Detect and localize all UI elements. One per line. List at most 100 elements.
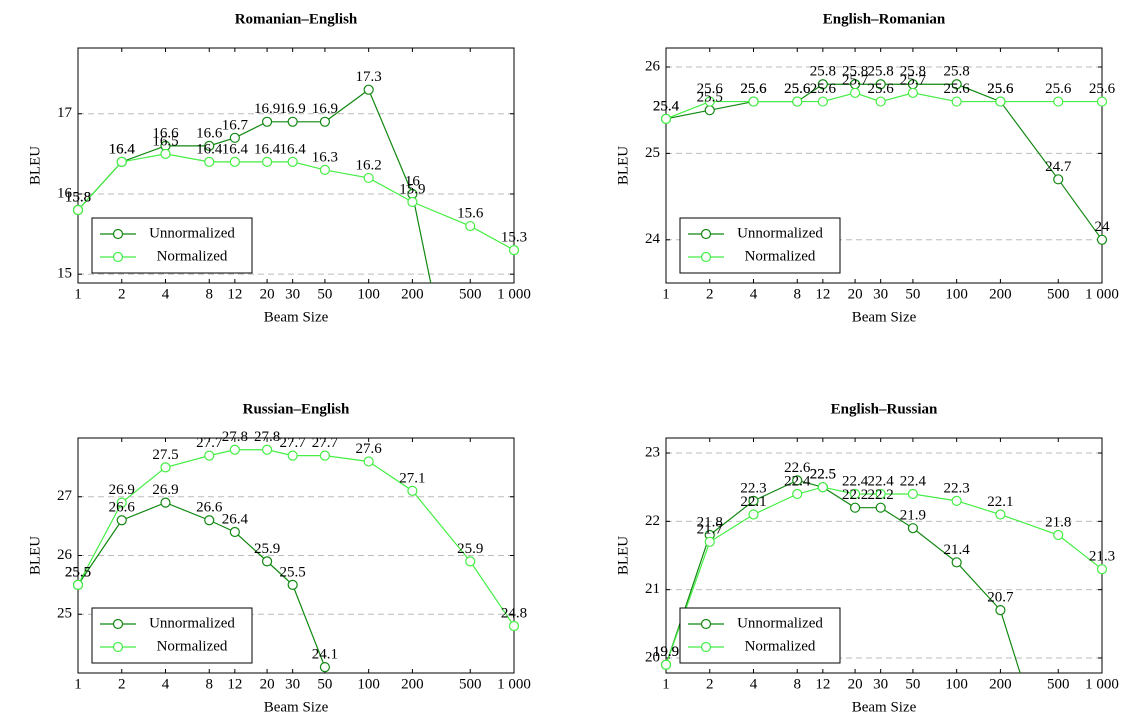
x-tick-label: 30 [285,676,300,692]
legend-label: Normalized [745,638,816,654]
x-tick-label: 8 [793,676,801,692]
marker [508,245,520,256]
y-tick-label: 23 [645,444,660,460]
marker [407,485,418,496]
data-label: 21.7 [697,521,724,537]
data-label: 25.7 [900,72,927,88]
data-label: 22.3 [944,480,970,496]
y-tick-label: 16 [57,185,73,201]
x-tick-label: 4 [162,286,170,302]
marker [261,116,273,127]
marker [72,579,84,590]
marker [229,526,240,538]
legend: Unnormalized Normalized [91,607,253,664]
series-line [77,501,326,668]
x-tick-label: 100 [357,676,380,692]
legend-marker [700,618,712,630]
y-tick-label: 25 [57,606,72,622]
x-tick-label: 200 [989,286,1012,302]
chart-title: English–Russian [831,401,938,417]
data-label: 25.6 [987,81,1014,97]
legend: Unnormalized Normalized [679,217,841,274]
marker [116,497,127,508]
marker [363,456,374,467]
marker [792,96,803,107]
y-tick-label: 20 [645,649,660,665]
data-label: 27.7 [312,435,339,451]
data-label: 21.3 [1089,549,1115,565]
x-axis-label: Beam Size [264,309,329,325]
data-label: 24.8 [501,605,527,621]
data-label: 25.8 [868,64,894,80]
x-tick-label: 500 [1047,676,1070,692]
marker [319,116,331,127]
data-label: 22.1 [740,494,766,510]
x-tick-label: 50 [317,676,332,692]
data-labels: 25.425.525.6 25.625.8 25.8 25.8 25.8 25.825.6… [653,64,1116,236]
marker [1096,96,1108,107]
x-axis-label: Beam Size [852,699,917,715]
data-label: 26.6 [196,500,223,516]
data-label: 22.6 [784,460,811,476]
legend-label: Normalized [745,248,816,264]
legend-box [679,217,841,274]
legend-marker [700,228,712,240]
marker [116,156,127,167]
data-label: 22.5 [810,467,836,483]
marker [116,515,127,526]
x-tick-label: 1 [74,286,82,302]
x-tick-label: 8 [205,286,213,302]
marker [160,462,171,473]
plot-frame [77,437,515,674]
data-label: 25.6 [1045,81,1072,97]
marker [951,96,962,107]
data-label: 16.4 [280,141,307,157]
x-tick-label: 12 [815,676,830,692]
series-line [77,153,515,251]
x-tick-label: 30 [873,286,888,302]
marker [1053,174,1064,185]
data-labels: 19.9 21.8 22.3 22.6 22.5 22.2 22.2 21.9 21.4 20.7… [653,460,1115,660]
marker [748,509,759,520]
chart-title: English–Romanian [823,11,946,27]
marker [704,96,715,107]
y-axis-label: BLEU [27,536,43,575]
marker [748,96,759,107]
series-line [665,486,1103,666]
data-label: 24.7 [1045,159,1072,175]
marker [875,502,886,513]
marker [907,523,919,534]
data-label: 15.3 [501,230,527,246]
marker [907,488,919,500]
y-tick-label: 15 [57,266,72,282]
legend: Unnormalized Normalized [91,217,253,274]
legend-label: Unnormalized [737,225,823,241]
x-axis-label: Beam Size [264,699,329,715]
data-label: 25.7 [842,72,869,88]
x-tick-label: 2 [706,676,714,692]
x-tick-label: 100 [945,676,968,692]
marker [907,87,919,99]
data-label: 24 [1095,219,1111,235]
marker [287,450,298,461]
marker [1053,529,1064,541]
plot-frame [77,47,515,284]
legend-label: Unnormalized [737,615,823,631]
plot-frame [665,437,1103,674]
marker [287,116,298,127]
x-tick-label: 50 [905,286,920,302]
marker [261,556,273,567]
x-tick-label: 50 [905,676,920,692]
data-label: 24.1 [312,647,338,663]
data-label: 16.9 [312,101,338,117]
marker [465,220,476,232]
marker [204,140,215,151]
marker [849,488,861,500]
data-label: 25.5 [280,564,306,580]
marker [1096,234,1108,245]
x-tick-label: 1 [74,676,82,692]
data-label: 26.9 [109,482,135,498]
plot-area [660,475,1108,673]
